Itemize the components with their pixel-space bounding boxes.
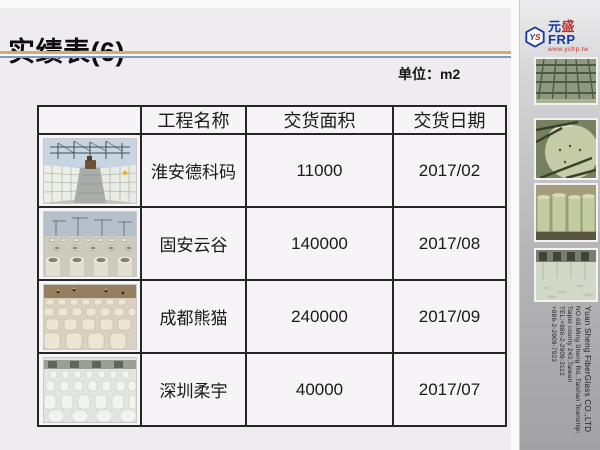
- delivery-date: 2017/09: [392, 279, 507, 354]
- brand-text-yuan: 元: [548, 19, 562, 34]
- project-name: 成都熊猫: [140, 279, 247, 354]
- divider-blue-line: [0, 55, 513, 58]
- delivery-date: 2017/07: [392, 352, 507, 427]
- sidebar: YS 元盛FRP www.ysfrp.tw: [519, 0, 600, 450]
- sidebar-photo-tank-closeup: [534, 118, 598, 180]
- brand-name: 元盛FRP: [548, 20, 598, 46]
- table-row: 深圳柔宇 40000 2017/07: [37, 352, 507, 427]
- brand-text-sheng: 盛: [561, 19, 576, 34]
- title-divider: [0, 51, 513, 58]
- company-logo: YS 元盛FRP www.ysfrp.tw: [524, 20, 598, 54]
- company-tel1: TEL:+886-2-2909-3113: [558, 306, 565, 376]
- brand-text-frp: FRP: [548, 32, 576, 47]
- delivery-area: 11000: [245, 133, 394, 208]
- table-header-row: 工程名称 交货面积 交货日期: [37, 105, 507, 135]
- project-name: 深圳柔宇: [140, 352, 247, 427]
- performance-table: 工程名称 交货面积 交货日期: [37, 105, 507, 427]
- project-name: 淮安德科码: [140, 133, 247, 208]
- unit-label: 单位：m2: [398, 66, 461, 82]
- sidebar-photo-tank-farm: [534, 183, 598, 242]
- delivery-date: 2017/08: [392, 206, 507, 281]
- table-row: 成都熊猫 240000 2017/09: [37, 279, 507, 354]
- photo-construction-site: [42, 137, 137, 204]
- sidebar-photo-ceiling: [534, 57, 598, 105]
- delivery-date: 2017/02: [392, 133, 507, 208]
- header-date: 交货日期: [392, 105, 507, 135]
- company-website: www.ysfrp.tw: [548, 46, 589, 53]
- table-row: 固安云谷 140000 2017/08: [37, 206, 507, 281]
- company-name: Yuan Sheng FiberGlass CO.,LTD: [583, 306, 592, 433]
- project-name: 固安云谷: [140, 206, 247, 281]
- delivery-area: 40000: [245, 352, 394, 427]
- divider-orange-line: [0, 51, 513, 54]
- table-row: 淮安德科码 11000 2017/02: [37, 133, 507, 208]
- delivery-area: 140000: [245, 206, 394, 281]
- header-project: 工程名称: [140, 105, 247, 135]
- company-info: Yuan Sheng FiberGlass CO.,LTD NO.68,Ming…: [549, 306, 592, 446]
- company-address-line1: NO.68,Ming Sheng Rd.,Taishan Township;: [574, 306, 581, 434]
- svg-text:YS: YS: [529, 33, 541, 42]
- company-address-line2: Taipei county 243,Taiwan: [566, 306, 573, 383]
- ys-hexagon-icon: YS: [525, 26, 545, 48]
- page-title: 实绩表(6): [8, 30, 428, 69]
- company-tel2: +886-2-2909-7923: [550, 306, 557, 362]
- delivery-area: 240000: [245, 279, 394, 354]
- photo-pipe-field: [42, 210, 137, 277]
- photo-cylinder-hall: [42, 356, 137, 423]
- top-band: [0, 0, 513, 8]
- header-photo-cell: [37, 105, 142, 135]
- header-area: 交货面积: [245, 105, 394, 135]
- photo-cylinder-rows: [42, 283, 137, 350]
- sidebar-photo-interior-hall: [534, 248, 598, 302]
- divider-gap: [0, 53, 513, 56]
- slide-edge-strip: [511, 0, 520, 450]
